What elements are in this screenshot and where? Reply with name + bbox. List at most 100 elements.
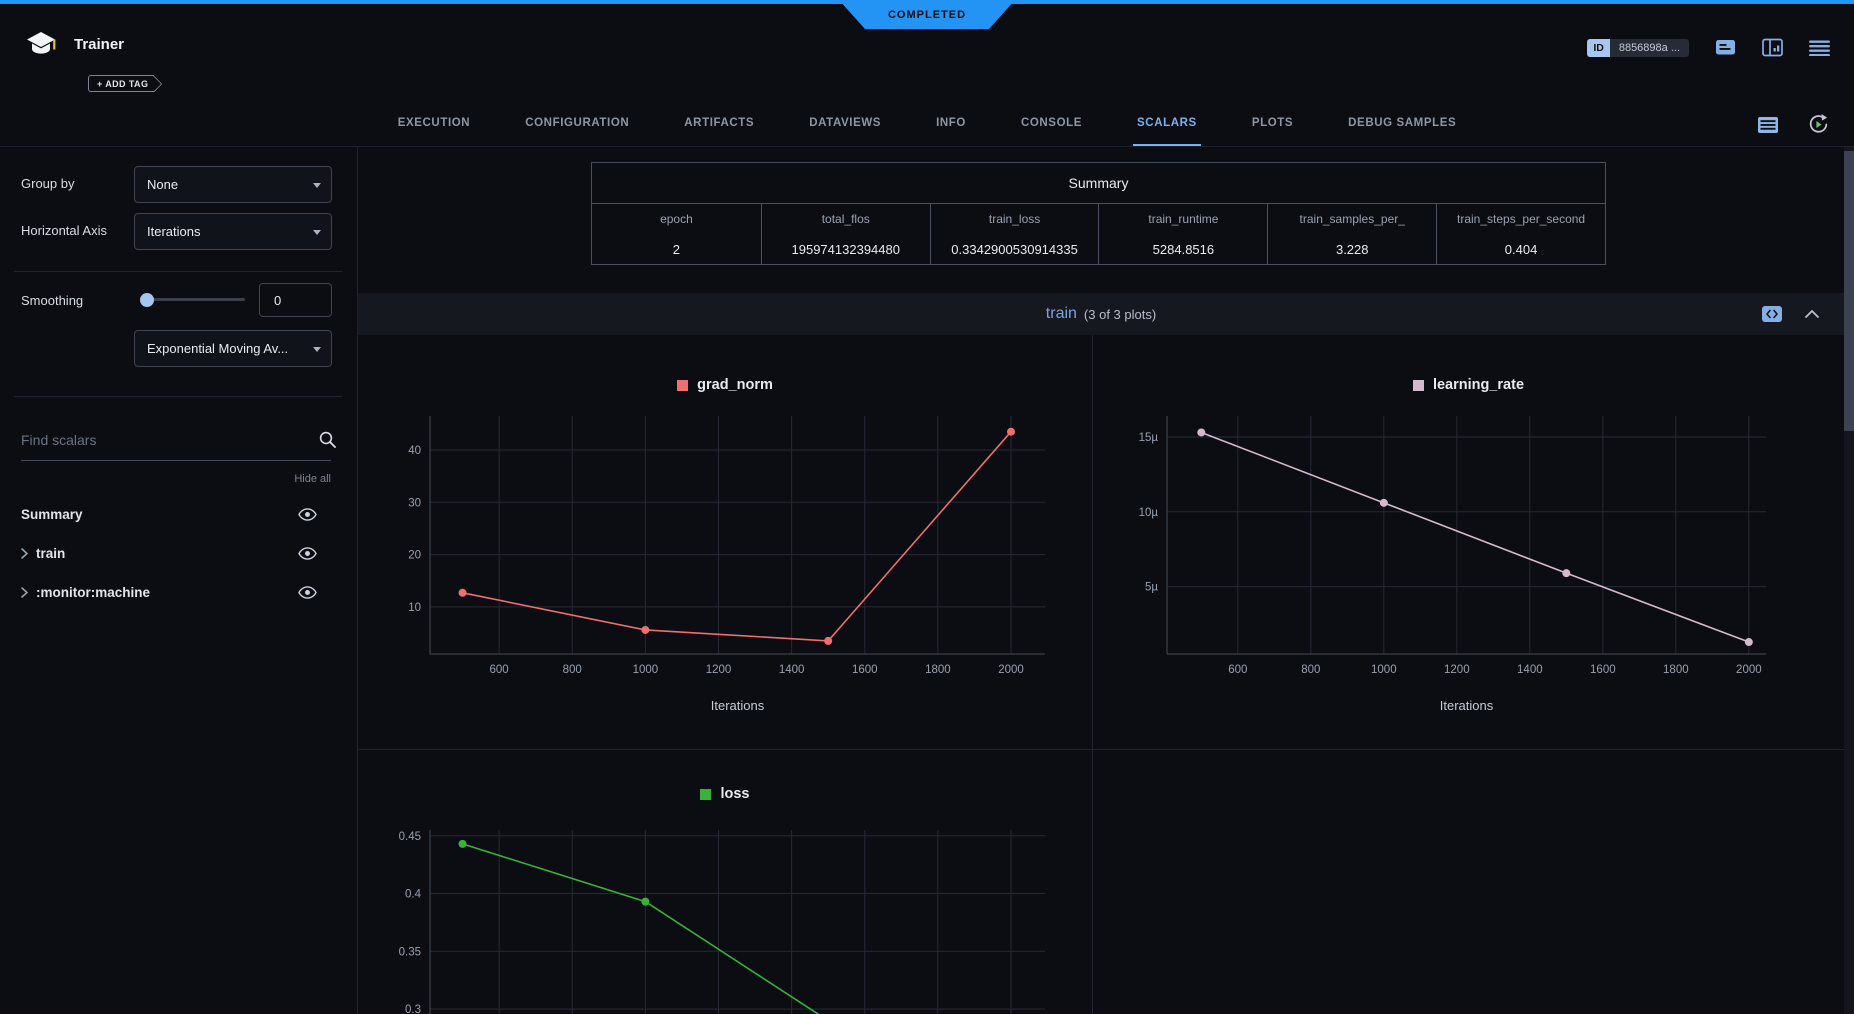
svg-text:1600: 1600 <box>852 664 878 676</box>
tab-execution[interactable]: EXECUTION <box>397 117 471 129</box>
horizontal-axis-label: Horizontal Axis <box>21 223 107 238</box>
section-header-train: train (3 of 3 plots) <box>358 293 1844 335</box>
section-name[interactable]: train <box>1045 305 1077 322</box>
chart-canvas[interactable]: 600 800 1000 1200 1400 1600 1800 2000 10 20 30 40 It… <box>358 335 1092 750</box>
experiment-id-badge[interactable]: ID 8856898a ... <box>1587 38 1689 57</box>
horizontal-axis-select[interactable]: Iterations <box>134 213 332 250</box>
summary-cell-value: 2 <box>672 241 681 257</box>
svg-text:0.3: 0.3 <box>405 1004 421 1014</box>
svg-text:30: 30 <box>408 497 421 509</box>
group-by-label: Group by <box>21 176 75 191</box>
x-axis-label: Iterations <box>711 698 765 713</box>
smoothing-slider-track[interactable] <box>140 298 245 301</box>
embed-code-icon[interactable] <box>1762 306 1782 322</box>
status-badge: COMPLETED <box>839 0 1015 29</box>
chevron-down-icon <box>313 230 321 235</box>
add-tag-button[interactable]: + ADD TAG <box>88 75 155 92</box>
svg-text:1400: 1400 <box>1517 664 1543 676</box>
menu-icon[interactable] <box>1809 40 1830 56</box>
svg-text:20: 20 <box>408 550 421 562</box>
legend-swatch-icon <box>700 788 712 800</box>
summary-table: Summary epoch total_flos train_loss train_r… <box>591 162 1606 265</box>
summary-column-header: epoch <box>660 212 693 226</box>
svg-text:0.4: 0.4 <box>405 889 422 901</box>
hide-all-link[interactable]: Hide all <box>294 473 331 485</box>
id-value: 8856898a ... <box>1609 38 1689 57</box>
sidebar-item-label: Summary <box>21 507 83 522</box>
tab-debug-samples[interactable]: DEBUG SAMPLES <box>1348 117 1457 129</box>
search-icon[interactable] <box>318 430 337 452</box>
chart-canvas[interactable]: 600 800 1000 1200 1400 1600 1800 2000 5µ 10µ 15µ It… <box>1093 335 1844 750</box>
visibility-eye-icon[interactable] <box>298 508 317 521</box>
tab-scalars[interactable]: SCALARS <box>1133 117 1201 146</box>
sidebar-item-monitor-machine[interactable]: :monitor:machine <box>0 573 357 612</box>
tab-configuration[interactable]: CONFIGURATION <box>525 117 630 129</box>
chart-canvas[interactable]: 6008001000120014001600180020000.450.40.3… <box>358 750 1092 1014</box>
tab-artifacts[interactable]: ARTIFACTS <box>684 117 755 129</box>
tab-info[interactable]: INFO <box>936 117 966 129</box>
smoothing-value-input[interactable] <box>259 283 332 317</box>
smoothing-slider-thumb[interactable] <box>140 293 154 307</box>
divider <box>14 271 342 272</box>
header: Trainer + ADD TAG ID 8856898a ... <box>0 4 1854 96</box>
chart-grad-norm[interactable]: grad_norm 600 800 1000 1200 1400 1600 1800 2000 1… <box>358 335 1092 750</box>
chart-legend[interactable]: grad_norm <box>358 377 1092 393</box>
plots-grid: grad_norm 600 800 1000 1200 1400 1600 1800 2000 1… <box>358 335 1844 1014</box>
sidebar-item-label: :monitor:machine <box>36 585 151 600</box>
group-by-value: None <box>147 177 179 192</box>
group-by-select[interactable]: None <box>134 166 332 203</box>
svg-text:1200: 1200 <box>706 664 732 676</box>
summary-column-header: train_runtime <box>1098 204 1267 234</box>
sidebar-item-train[interactable]: train <box>0 534 357 573</box>
svg-text:800: 800 <box>1301 664 1320 676</box>
svg-text:800: 800 <box>563 664 582 676</box>
table-view-icon[interactable] <box>1757 116 1779 134</box>
chevron-right-icon[interactable] <box>21 587 28 598</box>
svg-text:5µ: 5µ <box>1145 582 1158 594</box>
summary-column-header: train_loss <box>929 204 1099 234</box>
visibility-eye-icon[interactable] <box>298 547 317 560</box>
visibility-eye-icon[interactable] <box>298 586 317 599</box>
tab-plots[interactable]: PLOTS <box>1251 117 1294 129</box>
search-input[interactable] <box>21 428 311 452</box>
smoothing-type-value: Exponential Moving Av... <box>147 341 289 356</box>
chart-title: grad_norm <box>697 377 773 393</box>
svg-text:0.45: 0.45 <box>399 831 421 843</box>
smoothing-type-select[interactable]: Exponential Moving Av... <box>134 330 332 367</box>
chart-loss[interactable]: loss6008001000120014001600180020000.450.… <box>358 750 1092 1014</box>
status-badge-label: COMPLETED <box>887 8 967 21</box>
chevron-right-icon[interactable] <box>21 548 28 559</box>
side-panel-icon[interactable] <box>1762 38 1783 57</box>
divider <box>21 460 331 461</box>
svg-text:15µ: 15µ <box>1139 432 1159 444</box>
svg-text:2000: 2000 <box>1736 664 1762 676</box>
main-content: Summary epoch total_flos train_loss train_r… <box>358 147 1844 1014</box>
sidebar-item-label: train <box>36 546 66 561</box>
svg-text:1000: 1000 <box>633 664 659 676</box>
svg-text:1600: 1600 <box>1590 664 1616 676</box>
tab-console[interactable]: CONSOLE <box>1020 117 1083 129</box>
x-axis-label: Iterations <box>1440 698 1494 713</box>
chart-title: learning_rate <box>1432 377 1525 393</box>
tab-dataviews[interactable]: DATAVIEWS <box>809 117 882 129</box>
chart-legend[interactable]: learning_rate <box>1093 377 1844 393</box>
scrollbar-thumb[interactable] <box>1844 151 1854 431</box>
summary-cell-value: 195974132394480 <box>760 234 930 264</box>
chevron-down-icon <box>313 347 321 352</box>
divider <box>14 396 342 397</box>
svg-text:10µ: 10µ <box>1139 507 1159 519</box>
comment-icon[interactable] <box>1715 39 1736 57</box>
chart-legend[interactable]: loss <box>358 786 1092 802</box>
collapse-icon[interactable] <box>1804 309 1820 319</box>
summary-cell-value: 5284.8516 <box>1098 234 1267 264</box>
summary-column-header: train_steps_per_second <box>1436 204 1605 234</box>
svg-text:600: 600 <box>1228 664 1247 676</box>
tab-bar: EXECUTION CONFIGURATION ARTIFACTS DATAVIEWS… <box>0 96 1854 147</box>
horizontal-axis-value: Iterations <box>147 224 201 239</box>
refresh-icon[interactable] <box>1807 113 1830 136</box>
chart-learning-rate[interactable]: learning_rate 600 800 1000 1200 1400 1600 1800 2… <box>1092 335 1844 750</box>
sidebar-item-summary[interactable]: Summary <box>0 495 357 534</box>
summary-column-header: total_flos <box>760 204 930 234</box>
id-label: ID <box>1587 38 1610 57</box>
